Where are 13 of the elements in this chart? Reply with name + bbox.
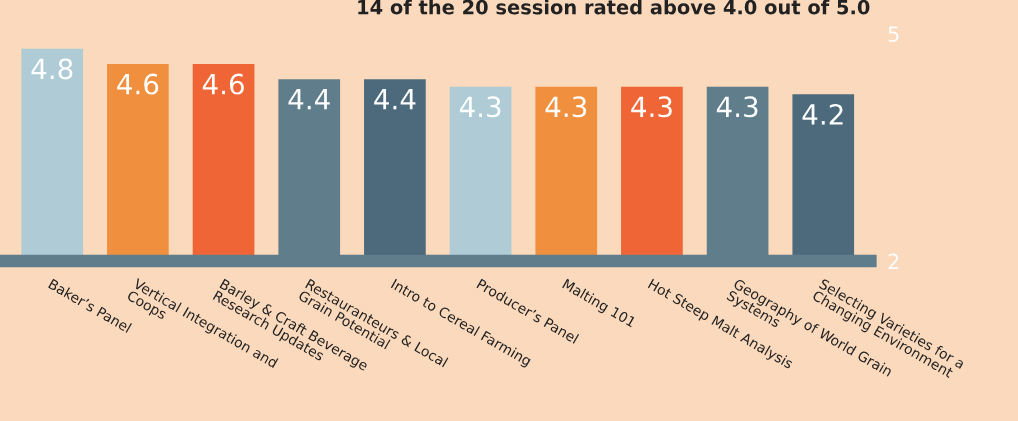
data-label: 4.3 — [545, 96, 587, 118]
data-label: 4.2 — [802, 103, 843, 125]
data-label: 4.8 — [31, 58, 73, 80]
data-label: 4.6 — [117, 73, 159, 95]
y-tick-label: 5 — [888, 26, 899, 42]
data-label: 4.3 — [716, 96, 758, 118]
data-label: 4.6 — [202, 73, 244, 95]
data-label: 4.3 — [459, 96, 501, 118]
chart-title: 14 of the 20 session rated above 4.0 out of 5.0 — [358, 0, 870, 15]
data-label: 4.4 — [288, 89, 330, 110]
data-label: 4.3 — [631, 96, 672, 118]
y-tick-label: 2 — [888, 253, 899, 269]
data-label: 4.4 — [374, 89, 416, 110]
